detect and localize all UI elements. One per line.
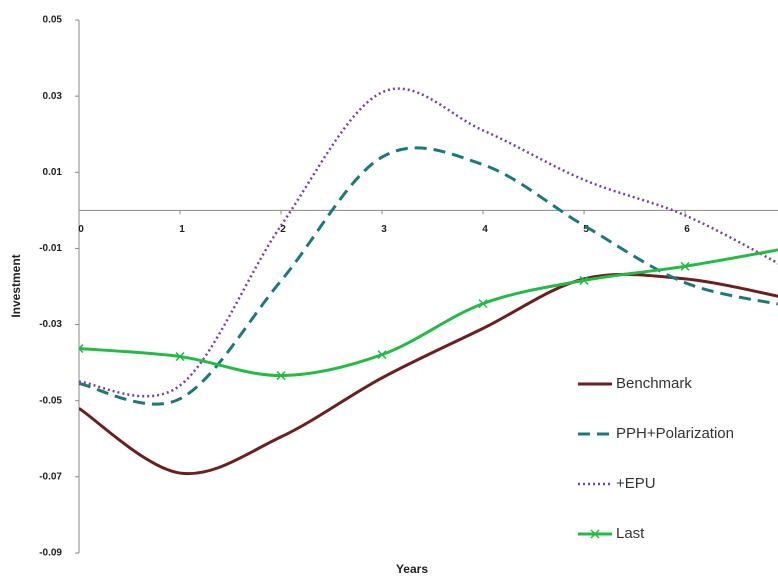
x-tick-label: 0	[78, 224, 84, 235]
series-line	[79, 248, 778, 378]
marker	[79, 344, 84, 354]
plot-area	[79, 87, 778, 476]
x-tick-label: 6	[684, 224, 690, 235]
legend-marker	[590, 529, 600, 539]
series-line	[79, 146, 778, 406]
x-tick-label: 2	[280, 224, 286, 235]
y-tick-label: -0.03	[39, 319, 62, 330]
marker	[680, 261, 690, 271]
legend-label: PPH+Polarization	[616, 425, 734, 442]
x-tick-label: 5	[583, 224, 589, 235]
y-axis-title: Investment	[9, 254, 23, 317]
marker	[276, 371, 286, 381]
y-tick-label: -0.09	[39, 548, 62, 559]
y-tick-label: -0.07	[39, 471, 62, 482]
legend-label: Last	[616, 525, 645, 542]
marker	[175, 352, 185, 362]
marker	[579, 275, 589, 285]
y-tick-label: 0.01	[43, 167, 63, 178]
legend-label: +EPU	[616, 475, 656, 492]
marker	[377, 350, 387, 360]
y-tick-label: -0.01	[39, 243, 62, 254]
x-tick-label: 1	[179, 224, 185, 235]
x-tick-label: 3	[381, 224, 387, 235]
marker	[478, 299, 488, 309]
x-axis-title: Years	[396, 562, 428, 576]
x-tick-label: 4	[482, 224, 488, 235]
legend-label: Benchmark	[616, 375, 692, 392]
series-line	[79, 87, 778, 398]
y-tick-label: -0.05	[39, 395, 62, 406]
y-tick-label: 0.05	[43, 15, 63, 26]
y-tick-label: 0.03	[43, 91, 63, 102]
